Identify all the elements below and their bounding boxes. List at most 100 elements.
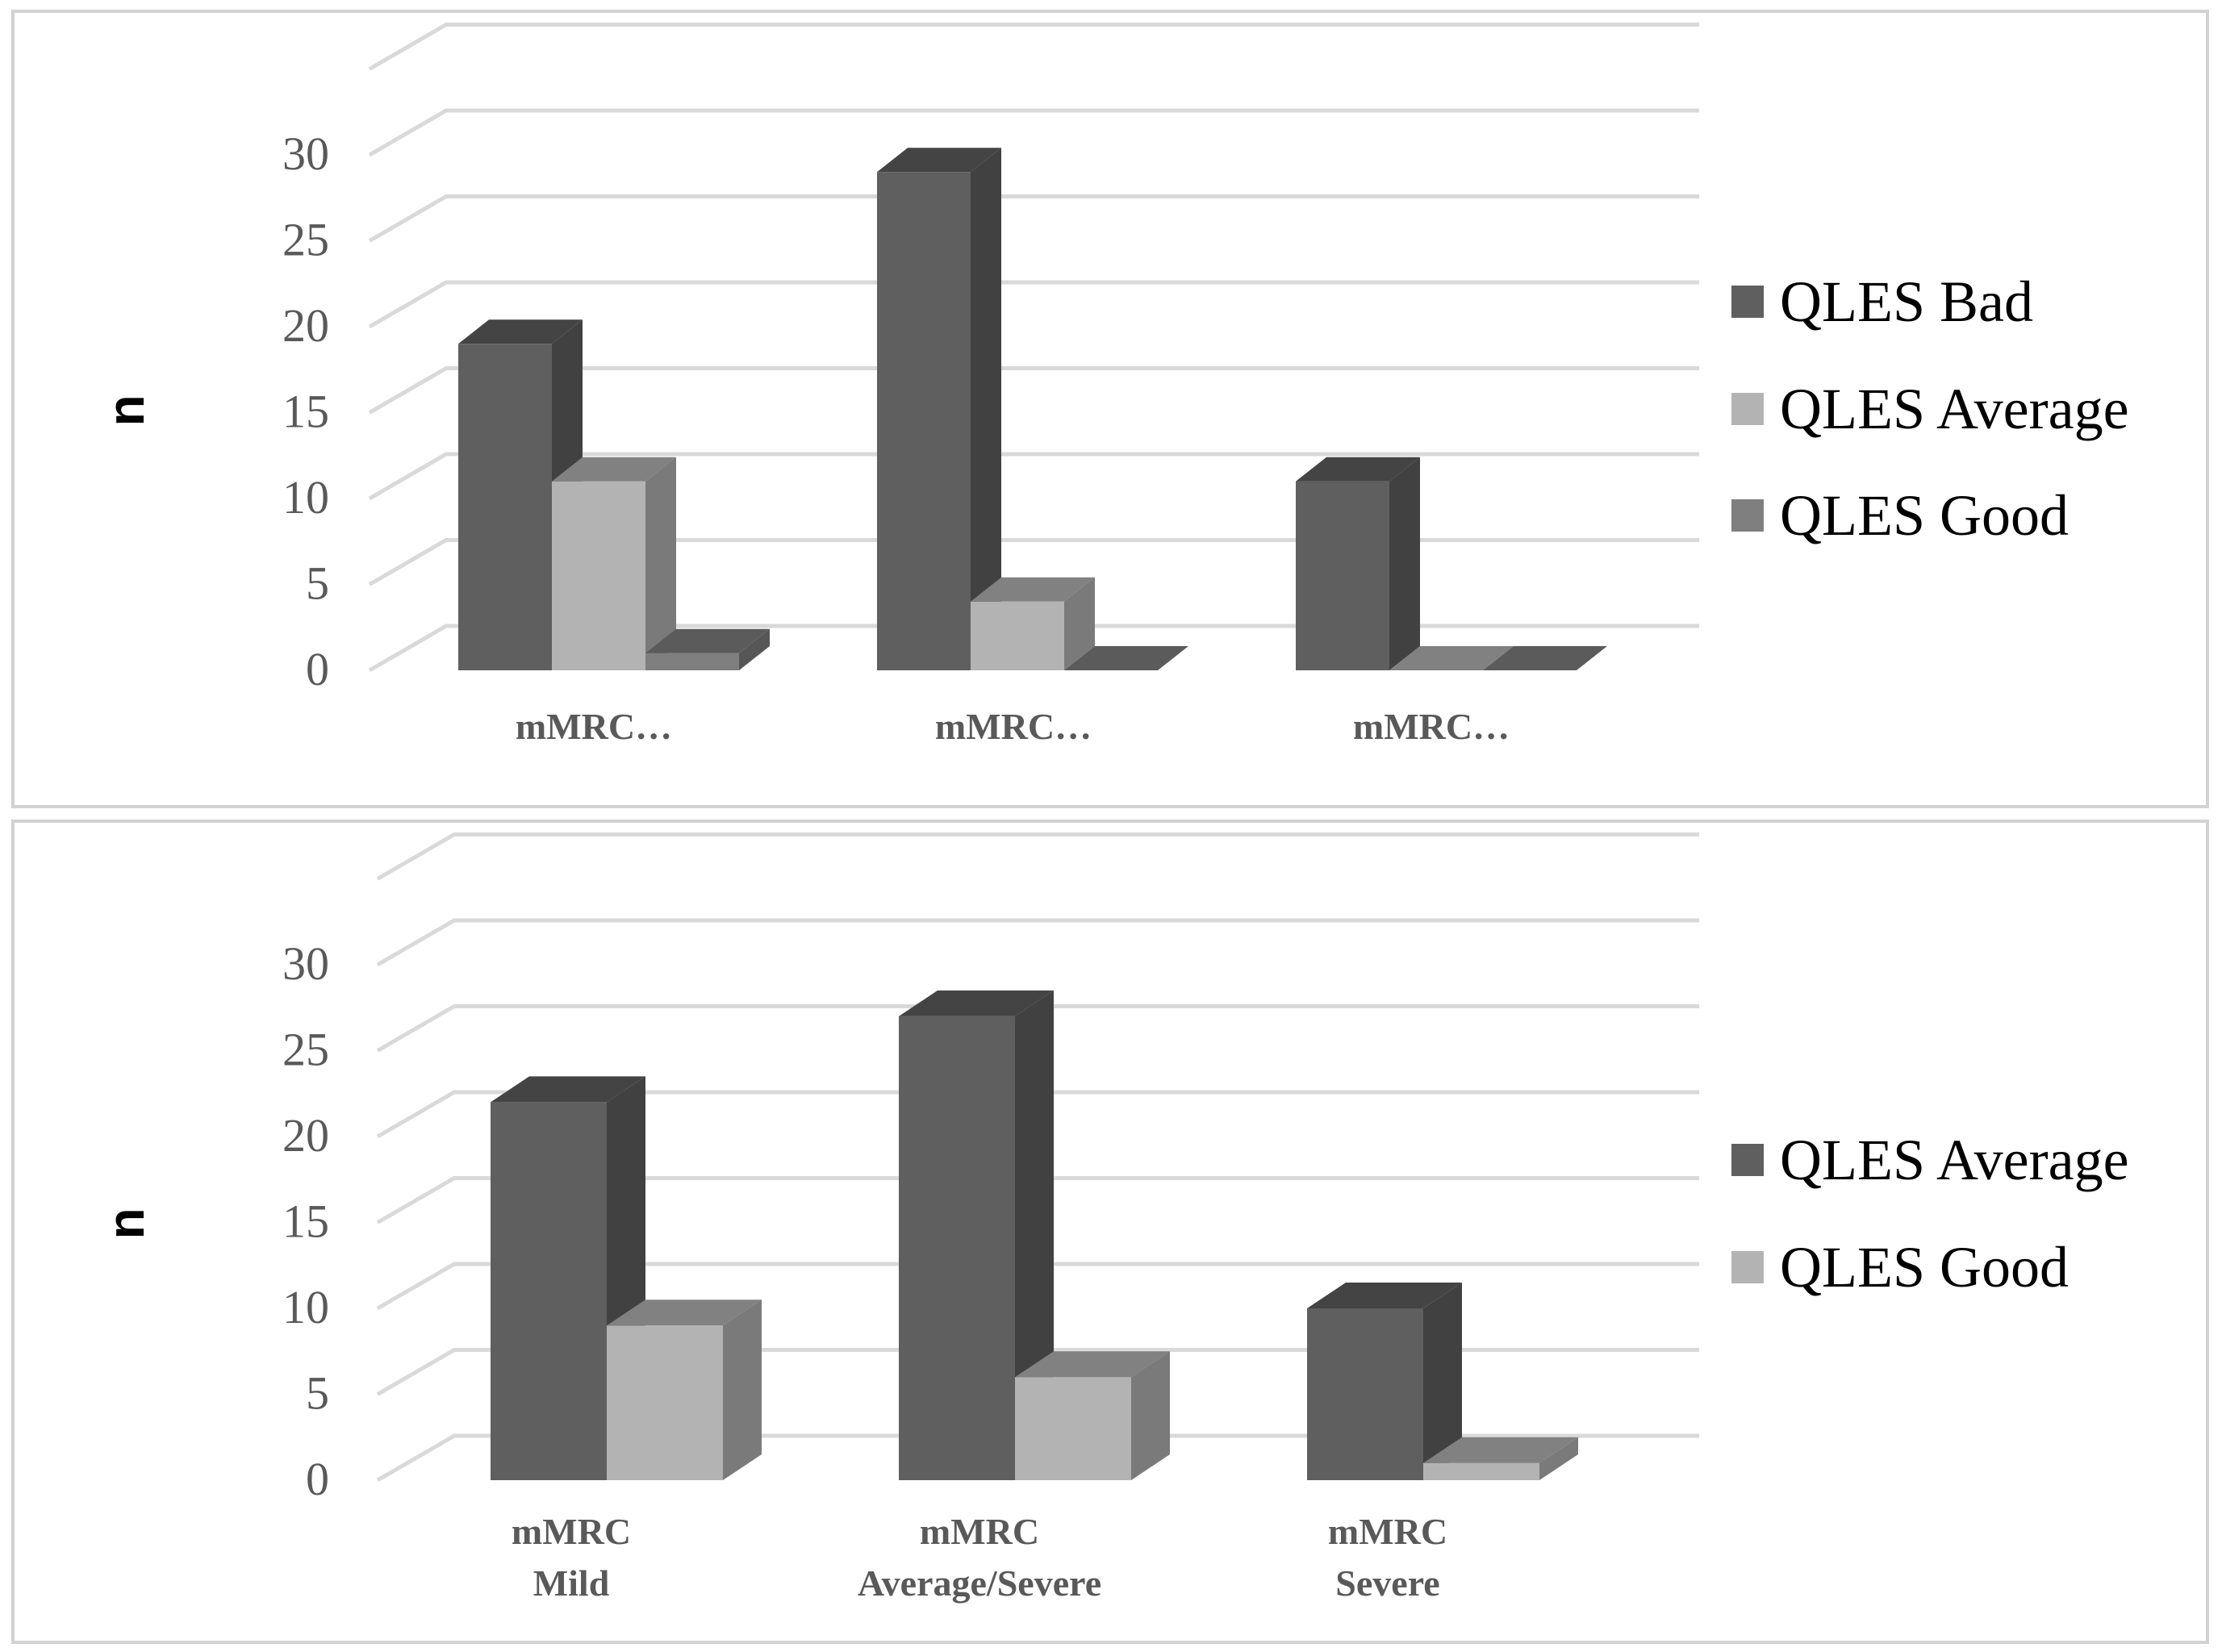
bar-front [552, 481, 645, 670]
gridline [368, 23, 1699, 71]
bar [458, 319, 583, 670]
bar-front [491, 1102, 607, 1480]
legend-label: QLES Average [1780, 377, 2129, 441]
bar-front [1307, 1308, 1423, 1480]
legend-label: QLES Good [1780, 483, 2069, 548]
gridline [376, 1090, 1699, 1139]
gridline [376, 1176, 1699, 1224]
bar-top [458, 319, 583, 344]
chart-panel-top: 0 5 10 15 20 25 30 n mMRC… mMRC… mMRC… QLES Bad QLES… [11, 10, 2209, 808]
gridline [376, 1348, 1699, 1396]
bar-side [1389, 457, 1420, 670]
chart-bottom-svg: 0 5 10 15 20 25 30 n mMRC Mild mMRC Average/Severe m… [97, 832, 2129, 1604]
bar-side [1539, 1437, 1578, 1480]
category-label: mMRC [512, 1511, 631, 1552]
legend-swatch [1731, 1251, 1764, 1283]
bar [899, 990, 1054, 1480]
bar [1483, 646, 1607, 670]
bar-top [607, 1299, 762, 1326]
gridline [376, 1004, 1699, 1053]
bar [877, 148, 1001, 671]
legend-swatch [1731, 499, 1764, 532]
bar [971, 577, 1095, 670]
bar-side [971, 148, 1001, 671]
bar-side [723, 1299, 762, 1480]
y-tick-label: 30 [282, 127, 329, 180]
bar-front [899, 1016, 1015, 1480]
gridline [368, 194, 1699, 243]
bar-top [1483, 646, 1607, 670]
legend-label: QLES Average [1780, 1128, 2129, 1192]
y-tick-label: 25 [282, 214, 329, 266]
bar-top [971, 577, 1095, 602]
y-tick-label: 30 [282, 937, 329, 990]
y-tick-label: 10 [282, 471, 329, 524]
bar-front [1296, 481, 1389, 670]
bar [1389, 646, 1514, 670]
chart-top-svg: 0 5 10 15 20 25 30 n mMRC… mMRC… mMRC… QLES Bad QLES… [97, 23, 2129, 747]
bar-front [645, 653, 739, 670]
chart-panel-bottom: 0 5 10 15 20 25 30 n mMRC Mild mMRC Average/Severe m… [11, 820, 2209, 1644]
bar-side [739, 628, 770, 670]
bar [645, 628, 770, 670]
bar-front [971, 601, 1064, 670]
y-tick-label: 5 [306, 557, 329, 610]
bar-top [877, 148, 1001, 173]
gridline [368, 452, 1699, 501]
bar [1423, 1437, 1578, 1480]
bar [1064, 646, 1188, 670]
y-tick-label: 0 [306, 643, 329, 695]
y-axis-label: n [97, 394, 155, 426]
gridline [376, 1433, 1699, 1483]
bar-front [877, 172, 971, 671]
legend-label: QLES Good [1780, 1235, 2069, 1299]
legend-swatch [1731, 286, 1764, 318]
bar-top [1015, 1351, 1170, 1378]
gridline [368, 108, 1699, 157]
gridline [368, 280, 1699, 329]
bar-top [552, 457, 676, 482]
category-label: Mild [533, 1562, 610, 1604]
y-tick-label: 25 [282, 1024, 329, 1076]
y-tick-label: 15 [282, 386, 329, 438]
y-tick-label: 0 [306, 1453, 329, 1505]
bar [552, 457, 676, 670]
bar-side [1131, 1351, 1170, 1480]
y-tick-label: 20 [282, 1109, 329, 1162]
gridline [376, 1262, 1699, 1311]
y-tick-label: 5 [306, 1367, 329, 1420]
category-label: Severe [1335, 1562, 1439, 1604]
bar-side [645, 457, 676, 670]
bar [607, 1299, 762, 1480]
bar-top [1307, 1283, 1462, 1308]
bar-side [1064, 577, 1095, 670]
bar-top [491, 1076, 645, 1103]
bar [1015, 1351, 1170, 1480]
gridline [368, 538, 1699, 586]
y-tick-label: 10 [282, 1281, 329, 1333]
legend-label: QLES Bad [1780, 269, 2033, 334]
bar [1307, 1283, 1462, 1480]
gridline [368, 624, 1699, 673]
bar-top [645, 628, 770, 653]
bar-front [607, 1325, 723, 1480]
legend-swatch [1731, 393, 1764, 425]
bar-top [899, 990, 1054, 1016]
category-label: mMRC [1328, 1511, 1447, 1552]
bar-front [458, 344, 552, 670]
bar-front [1423, 1462, 1539, 1480]
bar-top [1296, 457, 1420, 482]
category-label: mMRC [920, 1511, 1039, 1552]
bar-top [1064, 646, 1188, 670]
y-axis-label: n [97, 1208, 155, 1239]
gridline [368, 366, 1699, 415]
gridline [376, 832, 1699, 881]
y-tick-label: 20 [282, 299, 329, 352]
bar-top [1389, 646, 1514, 670]
bar-top [1423, 1437, 1578, 1463]
category-label: mMRC… [1353, 706, 1510, 747]
gridline [376, 918, 1699, 967]
category-label: mMRC… [935, 706, 1092, 747]
category-label: mMRC… [516, 706, 672, 747]
category-label: Average/Severe [858, 1562, 1101, 1604]
